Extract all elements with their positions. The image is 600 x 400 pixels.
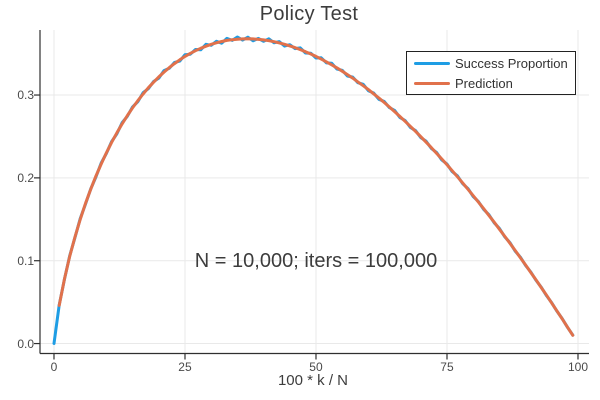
x-tick-label: 50 xyxy=(309,359,323,374)
legend: Success Proportion Prediction xyxy=(406,51,576,95)
y-tick-label: 0.1 xyxy=(17,253,34,268)
annotation-text: N = 10,000; iters = 100,000 xyxy=(194,250,438,272)
y-tick-label: 0.3 xyxy=(17,88,34,103)
y-tick-label: 0.0 xyxy=(17,336,34,351)
chart-title: Policy Test xyxy=(259,3,359,25)
y-tick-label: 0.2 xyxy=(17,170,34,185)
x-tick-label: 25 xyxy=(178,359,192,374)
legend-label: Success Proportion xyxy=(455,55,568,71)
legend-line-swatch xyxy=(414,61,450,65)
legend-item-prediction: Prediction xyxy=(414,75,575,91)
x-tick-label: 0 xyxy=(50,359,58,374)
legend-label: Prediction xyxy=(455,75,513,91)
x-tick-label: 75 xyxy=(440,359,454,374)
series-line-prediction xyxy=(57,37,575,337)
legend-line-swatch xyxy=(414,81,450,85)
legend-item-success-proportion: Success Proportion xyxy=(414,55,575,71)
x-tick-label: 100 xyxy=(567,359,588,374)
x-axis-label: 100 * k / N xyxy=(277,372,349,389)
